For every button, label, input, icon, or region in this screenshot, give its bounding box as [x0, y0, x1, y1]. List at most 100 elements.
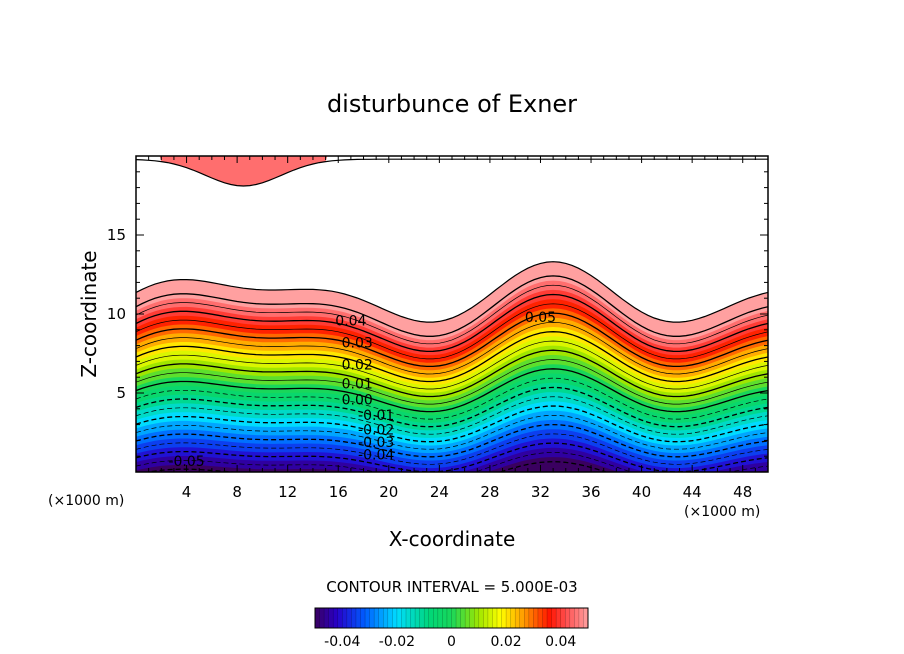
colorbar-cell [374, 608, 380, 628]
colorbar-cell [406, 608, 412, 628]
contour-band [136, 447, 768, 472]
contour-label: 0.01 [342, 377, 373, 393]
colorbar-cell [537, 608, 543, 628]
contour-label: -0.01 [358, 408, 394, 424]
contour-line [136, 442, 768, 472]
contour-line [136, 386, 768, 428]
colorbar-cell [424, 608, 430, 628]
colorbar-cell [478, 608, 484, 628]
colorbar-cell [428, 608, 434, 628]
contour-label: 0.04 [335, 313, 366, 329]
x-tick-label: 12 [278, 483, 297, 501]
x-tick-label: 20 [379, 483, 398, 501]
x-tick-label: 48 [733, 483, 752, 501]
contour-fill-layer [136, 156, 768, 472]
colorbar-cell [360, 608, 366, 628]
colorbar-cell [324, 608, 330, 628]
colorbar-cell [510, 608, 516, 628]
contour-label: 0.05 [525, 310, 556, 326]
colorbar-cell [465, 608, 471, 628]
colorbar-cell [337, 608, 343, 628]
x-tick-label: 8 [232, 483, 242, 501]
x-unit-label-left: (×1000 m) [48, 493, 124, 509]
contour-line [136, 284, 768, 345]
colorbar-frame [314, 607, 589, 629]
colorbar-cell [410, 608, 416, 628]
contour-line [136, 261, 768, 323]
colorbar-cell [469, 608, 475, 628]
colorbar-tick-label: 0.02 [491, 634, 522, 650]
x-tick-label: 28 [480, 483, 499, 501]
contour-line [136, 275, 768, 337]
colorbar-cell [315, 608, 321, 628]
colorbar-cell [483, 608, 489, 628]
colorbar-cell [351, 608, 357, 628]
colorbar-tick-label: 0.04 [545, 634, 576, 650]
x-tick-label: 24 [430, 483, 449, 501]
colorbar-cell [551, 608, 557, 628]
colorbar-cell [451, 608, 457, 628]
contour-line [136, 423, 768, 458]
colorbar-cell [497, 608, 503, 628]
contour-line [136, 303, 768, 360]
colorbar-tick-label: -0.02 [379, 634, 415, 650]
colorbar-cell [528, 608, 534, 628]
y-axis-label: Z-coordinate [77, 250, 101, 377]
colorbar-cell [333, 608, 339, 628]
colorbar-cell [396, 608, 402, 628]
contour-line [136, 433, 768, 465]
x-tick-label: 36 [581, 483, 600, 501]
colorbar-cell [474, 608, 480, 628]
colorbar-cell [369, 608, 375, 628]
colorbar-cell [456, 608, 462, 628]
x-tick-label: 44 [683, 483, 702, 501]
colorbar-cell [501, 608, 507, 628]
chart-title: disturbunce of Exner [327, 90, 577, 118]
colorbar-cell [492, 608, 498, 628]
colorbar-cell [437, 608, 443, 628]
contour-label: -0.02 [358, 422, 394, 438]
colorbar-cell [565, 608, 571, 628]
contour-line [136, 331, 768, 383]
x-unit-label-right: (×1000 m) [684, 504, 760, 520]
colorbar-cell [569, 608, 575, 628]
colorbar-cell [446, 608, 452, 628]
colorbar-cell [383, 608, 389, 628]
colorbar-cell [524, 608, 530, 628]
contour-label-layer: 0.050.040.030.020.010.00-0.01-0.02-0.03-… [168, 310, 556, 470]
colorbar-tick-label: -0.04 [324, 634, 360, 650]
colorbar-cell [519, 608, 525, 628]
contour-line [136, 368, 768, 413]
colorbar-cell [401, 608, 407, 628]
contour-label: -0.04 [358, 448, 394, 464]
contour-line [136, 405, 768, 443]
contour-line [136, 452, 768, 472]
x-tick-label: 4 [182, 483, 192, 501]
colorbar-cell [560, 608, 566, 628]
contour-line [136, 396, 768, 435]
contour-interval-text: CONTOUR INTERVAL = 5.000E-03 [326, 578, 577, 596]
colorbar-cell [387, 608, 393, 628]
y-tick-label: 10 [107, 305, 126, 323]
colorbar-cell [556, 608, 562, 628]
colorbar-cell [342, 608, 348, 628]
colorbar-cell [515, 608, 521, 628]
x-tick-label: 16 [329, 483, 348, 501]
colorbar-cell [346, 608, 352, 628]
contour-label: -0.03 [358, 435, 394, 451]
colorbar-cell [574, 608, 580, 628]
contour-line [136, 293, 768, 353]
colorbar-cell [542, 608, 548, 628]
colorbar-cell [419, 608, 425, 628]
contour-line [136, 377, 768, 420]
contour-line [136, 322, 768, 375]
contour-line [136, 340, 768, 390]
colorbar-cell [547, 608, 553, 628]
colorbar: -0.04 -0.02 0 0.02 0.04 [314, 607, 589, 650]
colorbar-cell [583, 608, 589, 628]
y-tick-label: 15 [107, 226, 126, 244]
x-tick-label: 32 [531, 483, 550, 501]
contour-label: 0.00 [342, 392, 373, 408]
